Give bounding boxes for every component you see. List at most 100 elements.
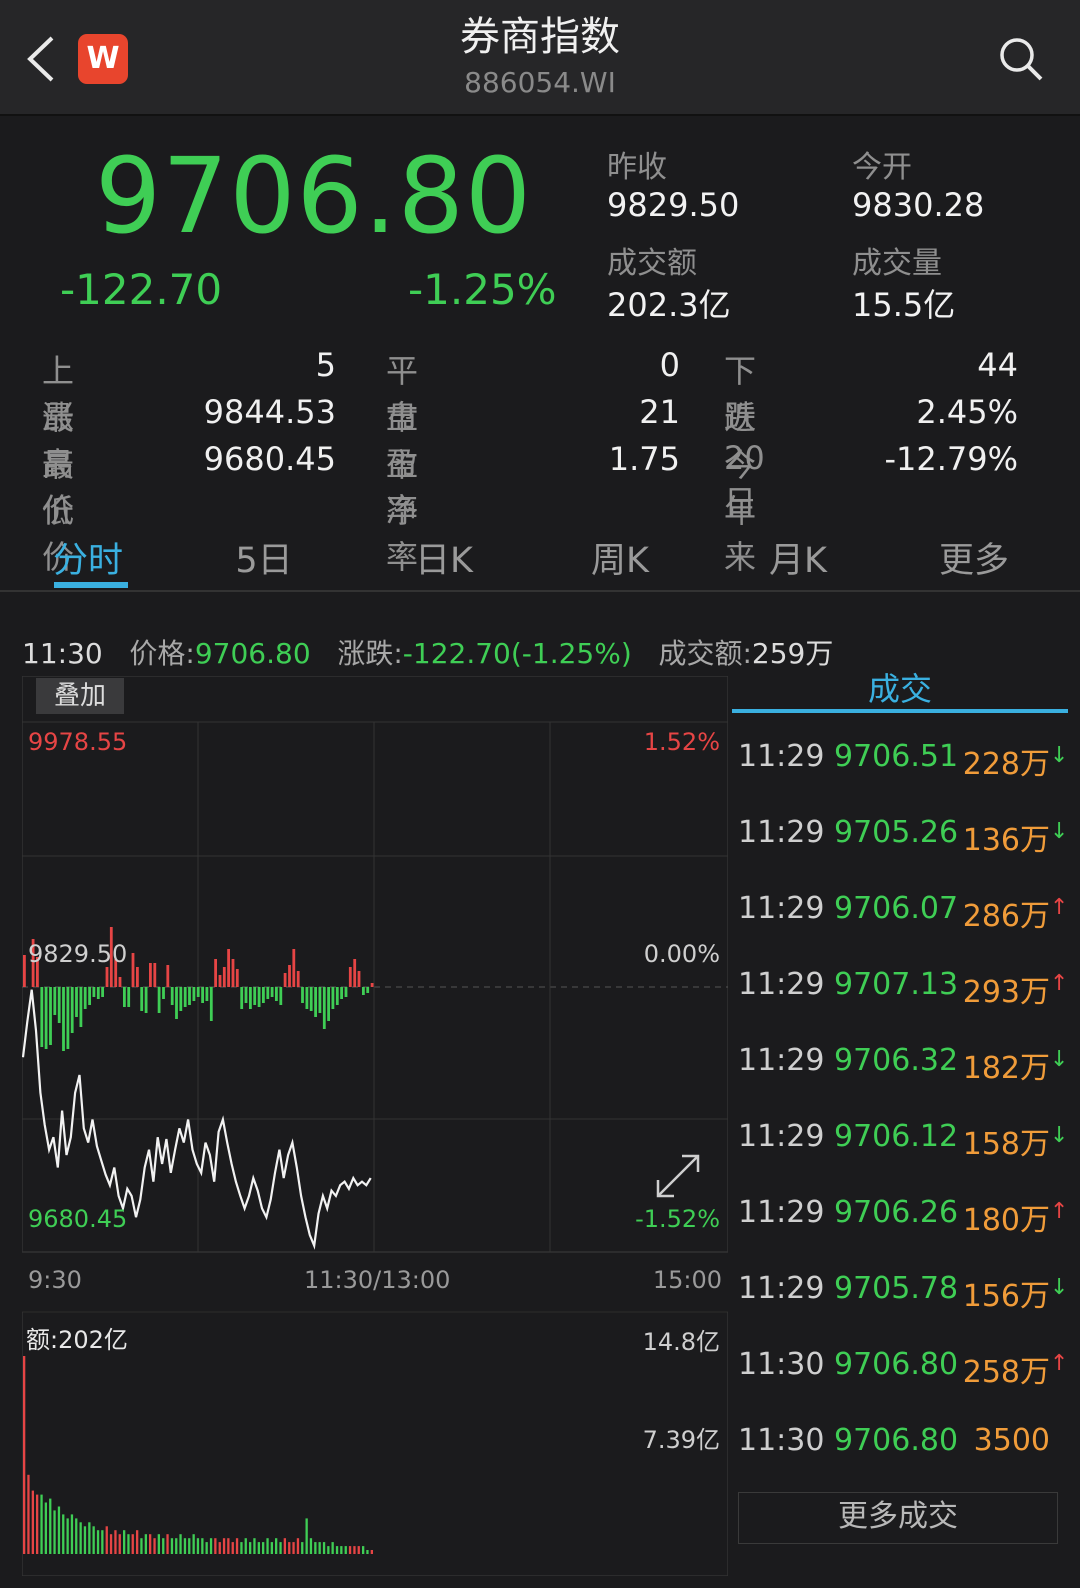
volume-bar: [279, 1542, 282, 1554]
trade-time: 11:30: [738, 1347, 825, 1382]
stat-value: 5: [315, 346, 336, 384]
info-change-label: 涨跌:: [337, 637, 403, 670]
volume-bar: [114, 1530, 117, 1554]
change-bar: [75, 987, 78, 1017]
open-label: 今开: [852, 150, 912, 185]
trade-price: 9705.78: [834, 1271, 959, 1306]
price-change-bars: [23, 927, 374, 1051]
trade-row: 11:29 9707.13 293万 ↑: [738, 967, 1069, 1010]
change-bar: [301, 987, 304, 1003]
pct-axis-mid: 0.00%: [643, 940, 720, 968]
volume-bar: [305, 1518, 308, 1554]
volume-bar: [327, 1546, 330, 1554]
trade-price: 9706.51: [834, 739, 959, 774]
trade-row: 11:29 9706.07 286万 ↑: [738, 891, 1068, 934]
up-arrow-icon: ↑: [1050, 971, 1069, 996]
trades-heading[interactable]: 成交: [867, 670, 932, 708]
volume-bars: [23, 1356, 373, 1554]
stat-label: 近20日: [724, 399, 765, 521]
stat-value: 0: [659, 346, 680, 384]
tab-intraday[interactable]: 分时: [52, 541, 123, 581]
volume-bar: [257, 1542, 260, 1554]
change-bar: [292, 949, 296, 987]
volume-bar: [175, 1538, 178, 1554]
stat-value: -12.79%: [884, 440, 1018, 478]
index-code: 886054.WI: [464, 66, 616, 99]
tab-daily-k[interactable]: 日K: [415, 541, 473, 581]
change-bar: [175, 987, 178, 1019]
time-axis-end: 15:00: [652, 1266, 722, 1294]
volume-bar: [209, 1538, 213, 1554]
info-change: -122.70(-1.25%): [402, 637, 632, 670]
tab-5day[interactable]: 5日: [235, 541, 293, 581]
change-bar: [322, 987, 326, 1029]
stat-label: 上 涨: [42, 352, 107, 436]
change-bar: [296, 971, 300, 987]
volume-bar: [196, 1538, 200, 1554]
volume-bar: [140, 1538, 143, 1554]
volume-bar: [201, 1538, 204, 1554]
volume-bar: [83, 1526, 87, 1554]
change-bar: [366, 987, 370, 993]
volume-bar: [36, 1494, 39, 1554]
volume-bar: [270, 1542, 273, 1554]
change-bar: [309, 987, 313, 1011]
stat-label: 市净率: [386, 446, 419, 576]
overlay-button[interactable]: 叠加: [36, 678, 124, 714]
change-bar: [162, 987, 165, 999]
stat-label: 下 跌: [724, 352, 789, 436]
tab-more[interactable]: 更多: [938, 541, 1009, 581]
trade-time: 11:29: [738, 815, 825, 850]
change-bar: [40, 987, 44, 1047]
trade-price: 9706.32: [834, 1043, 959, 1078]
search-icon[interactable]: [998, 36, 1044, 82]
back-arrow-icon[interactable]: [22, 34, 62, 84]
change-bar: [257, 987, 261, 1007]
pct-axis-low: -1.52%: [635, 1205, 720, 1233]
stat-value: 2.45%: [916, 393, 1018, 431]
change-bar: [179, 987, 183, 1011]
volume-bar: [231, 1542, 234, 1554]
volume-bar: [340, 1546, 343, 1554]
volume-bar: [240, 1542, 243, 1554]
y-axis-high: 9978.55: [28, 728, 128, 756]
change-bar: [335, 987, 339, 1005]
stat-value: 9680.45: [203, 440, 336, 478]
trade-row: 11:30 9706.80 3500: [738, 1423, 1068, 1463]
stat-value: 44: [977, 346, 1018, 384]
change-bar: [209, 987, 213, 1021]
volume-bar: [92, 1526, 95, 1554]
trade-volume: 258万: [962, 1355, 1050, 1390]
expand-icon[interactable]: [656, 1154, 700, 1198]
stat-label: 最低价: [42, 446, 75, 576]
volume-bar: [105, 1526, 108, 1554]
change-bar: [318, 987, 322, 1013]
volume-bar: [23, 1356, 26, 1554]
up-arrow-icon: ↑: [1050, 1199, 1069, 1224]
volume-label: 成交量: [852, 246, 942, 281]
tab-monthly-k[interactable]: 月K: [769, 541, 827, 581]
tab-weekly-k[interactable]: 周K: [591, 541, 649, 581]
change-bar: [305, 987, 309, 1009]
volume-bar: [166, 1534, 169, 1554]
volume-bar: [292, 1542, 295, 1554]
volume-bar: [44, 1502, 47, 1554]
time-axis-mid: 11:30/13:00: [304, 1266, 451, 1294]
volume-bar: [153, 1538, 156, 1554]
change-bar: [231, 959, 235, 987]
volume-bar: [314, 1542, 317, 1554]
volume-bar: [101, 1530, 104, 1554]
volume-bar: [296, 1538, 300, 1554]
volume-bar: [353, 1546, 356, 1554]
change-bar: [70, 987, 74, 1033]
stat-label: 今年来: [724, 446, 757, 576]
info-price-label: 价格:: [129, 637, 195, 670]
change-bar: [92, 987, 96, 997]
volume-bar: [266, 1538, 269, 1554]
change-bar: [153, 963, 157, 987]
intraday-chart[interactable]: [22, 676, 728, 1576]
more-trades-button[interactable]: 更多成交: [738, 1492, 1058, 1544]
volume-bar: [222, 1538, 226, 1554]
trade-time: 11:29: [738, 1271, 825, 1306]
trade-row: 11:29 9706.26 180万 ↑: [738, 1195, 1069, 1238]
